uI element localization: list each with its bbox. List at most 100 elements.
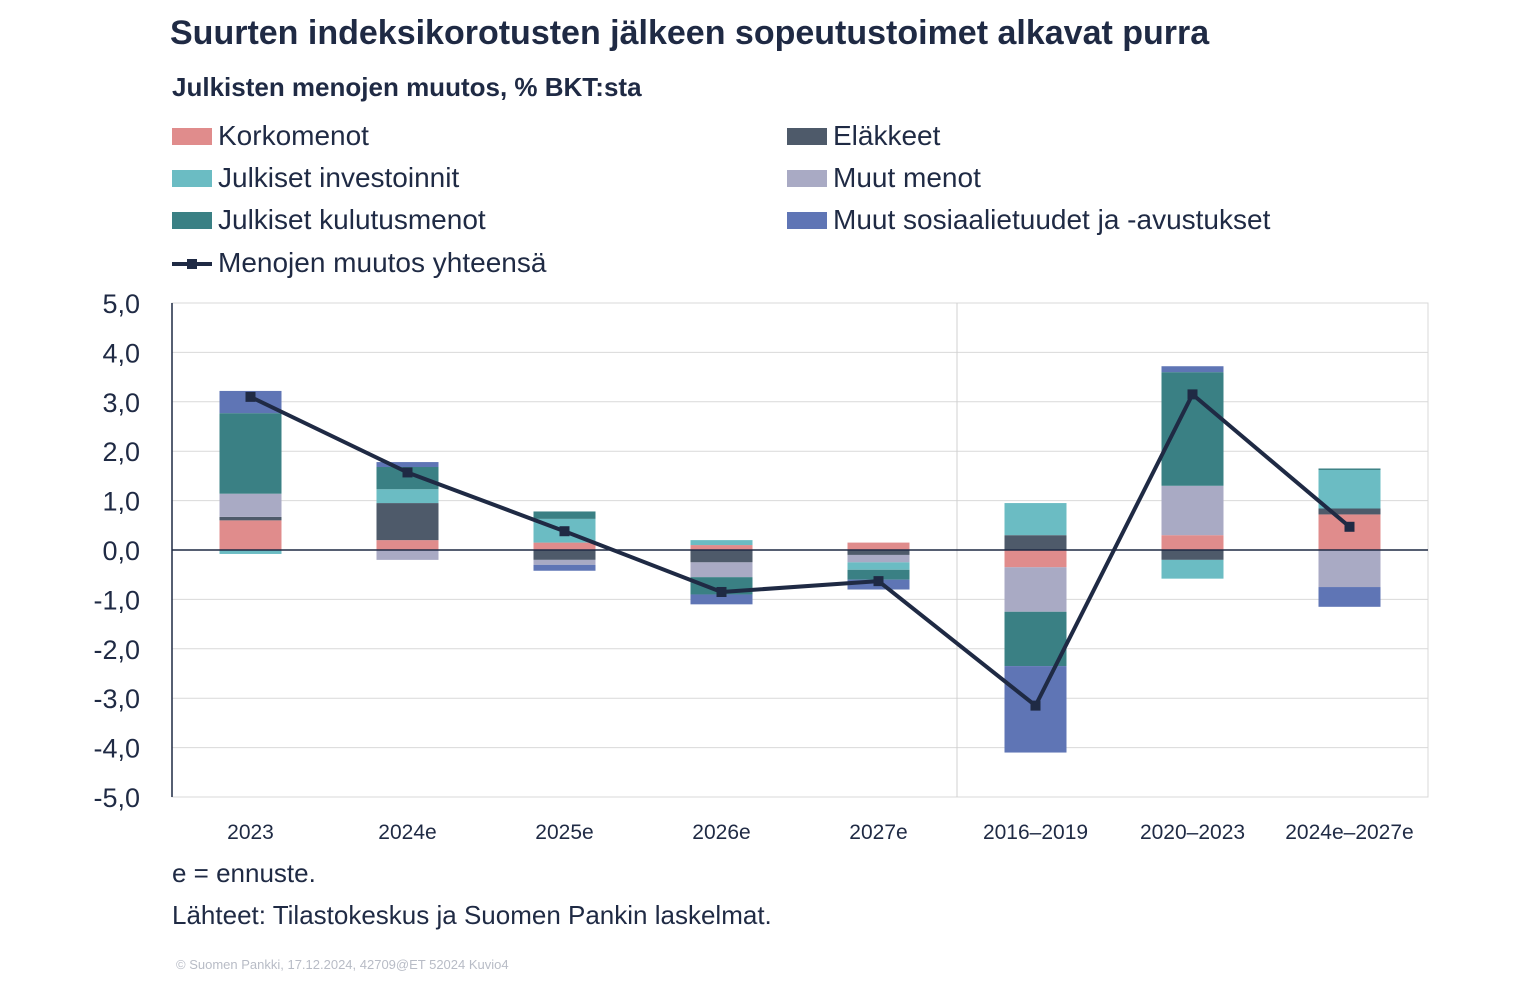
total-point-2 — [559, 526, 570, 537]
bar-1-3 — [690, 550, 753, 563]
copyright: © Suomen Pankki, 17.12.2024, 42709@ET 52… — [176, 957, 509, 972]
bar-4-4 — [847, 569, 910, 580]
x-tick-label: 2016–2019 — [983, 821, 1088, 844]
bar-5-1 — [376, 462, 439, 468]
bar-2-0 — [219, 493, 282, 517]
bar-1-6 — [1161, 550, 1224, 560]
bar-3-1 — [376, 489, 439, 504]
chart-plot: 5,0 4,0 3,0 2,0 1,0 0,0 -1,0 -2,0 -3,0 -4,0 -5,0 20… — [93, 290, 1429, 844]
total-point-6 — [1187, 389, 1198, 400]
total-point-1 — [402, 467, 413, 478]
legend-label: Julkiset investoinnit — [218, 162, 460, 193]
bar-3-7 — [1318, 469, 1381, 509]
bar-3-0 — [219, 550, 282, 554]
bar-0-6 — [1161, 535, 1224, 550]
y-tick-label: 5,0 — [102, 290, 140, 319]
total-point-5 — [1030, 700, 1041, 711]
legend-label: Menojen muutos yhteensä — [218, 247, 547, 278]
legend-item-korkomenot: Korkomenot — [172, 120, 369, 152]
bar-1-2 — [533, 550, 596, 560]
legend: Korkomenot Eläkkeet Julkiset investoinni… — [172, 120, 1422, 290]
legend-swatch-korkomenot — [172, 127, 212, 145]
legend-label: Muut sosiaalietuudet ja -avustukset — [833, 204, 1271, 235]
y-tick-label: 3,0 — [102, 388, 140, 418]
legend-swatch-muut-menot — [787, 169, 827, 187]
legend-label: Korkomenot — [218, 120, 369, 151]
legend-swatch-menojen-muutos — [172, 255, 212, 272]
legend-swatch-elakkeet — [787, 127, 827, 145]
legend-swatch-julkiset-kulutusmenot — [172, 211, 212, 229]
bar-5-0 — [219, 390, 282, 414]
legend-item-menojen-muutos: Menojen muutos yhteensä — [172, 247, 546, 279]
bar-0-0 — [219, 520, 282, 550]
total-line — [249, 392, 1351, 708]
bar-1-4 — [847, 550, 910, 555]
x-tick-label: 2026e — [692, 821, 750, 844]
legend-item-julkiset-investoinnit: Julkiset investoinnit — [172, 162, 459, 194]
bar-2-2 — [533, 559, 596, 565]
bar-1-5 — [1004, 535, 1067, 550]
bar-5-6 — [1161, 366, 1224, 373]
bar-0-2 — [533, 542, 596, 550]
x-tick-label: 2020–2023 — [1140, 821, 1245, 844]
bar-4-5 — [1004, 611, 1067, 667]
legend-item-muut-menot: Muut menot — [787, 162, 981, 194]
bar-1-0 — [219, 516, 282, 521]
y-tick-label: 1,0 — [102, 487, 140, 517]
bar-2-3 — [690, 562, 753, 578]
y-tick-label: 4,0 — [102, 338, 140, 368]
bar-4-7 — [1318, 468, 1381, 470]
total-point-0 — [245, 391, 256, 402]
bar-3-4 — [847, 562, 910, 570]
legend-label: Julkiset kulutusmenot — [218, 204, 486, 235]
x-tick-label: 2024e — [378, 821, 436, 844]
bar-4-6 — [1161, 372, 1224, 486]
bar-0-7 — [1318, 514, 1381, 550]
y-tick-label: 2,0 — [102, 437, 140, 467]
total-point-4 — [873, 576, 884, 587]
y-tick-label: -5,0 — [93, 783, 140, 813]
chart-subtitle: Julkisten menojen muutos, % BKT:sta — [172, 72, 642, 102]
bar-0-5 — [1004, 550, 1067, 568]
bar-2-7 — [1318, 550, 1381, 588]
y-tick-label: -2,0 — [93, 635, 140, 665]
bar-2-5 — [1004, 567, 1067, 612]
legend-swatch-julkiset-investoinnit — [172, 169, 212, 187]
bar-4-1 — [376, 467, 439, 490]
bar-1-1 — [376, 503, 439, 541]
footnote-source: Lähteet: Tilastokeskus ja Suomen Pankin … — [172, 900, 772, 930]
bar-4-0 — [219, 413, 282, 494]
x-tick-label: 2025e — [535, 821, 593, 844]
bar-2-1 — [376, 550, 439, 560]
x-tick-label: 2023 — [227, 821, 274, 844]
y-tick-label: -3,0 — [93, 684, 140, 714]
y-tick-label: -4,0 — [93, 734, 140, 764]
legend-item-julkiset-kulutusmenot: Julkiset kulutusmenot — [172, 204, 486, 236]
bar-3-6 — [1161, 559, 1224, 579]
bar-4-2 — [533, 511, 596, 519]
legend-item-muut-sosiaalietuudet: Muut sosiaalietuudet ja -avustukset — [787, 204, 1270, 236]
bar-0-3 — [690, 545, 753, 550]
bar-0-1 — [376, 540, 439, 550]
total-point-7 — [1344, 521, 1355, 532]
legend-swatch-muut-sosiaalietuudet — [787, 211, 827, 229]
bar-0-4 — [847, 542, 910, 550]
x-tick-label: 2027e — [849, 821, 907, 844]
legend-label: Muut menot — [833, 162, 981, 193]
legend-item-elakkeet: Eläkkeet — [787, 120, 940, 152]
bar-5-3 — [690, 594, 753, 605]
bar-2-6 — [1161, 485, 1224, 536]
legend-label: Eläkkeet — [833, 120, 941, 151]
footnote-forecast: e = ennuste. — [172, 858, 316, 888]
bar-5-2 — [533, 564, 596, 571]
chart-title: Suurten indeksikorotusten jälkeen sopeut… — [170, 14, 1210, 52]
bar-3-5 — [1004, 503, 1067, 536]
bar-3-3 — [690, 540, 753, 546]
bar-5-7 — [1318, 587, 1381, 607]
total-point-3 — [716, 586, 727, 597]
x-tick-label: 2024e–2027e — [1285, 821, 1413, 844]
y-tick-label: -1,0 — [93, 585, 140, 615]
y-tick-label: 0,0 — [102, 536, 140, 566]
bar-2-4 — [847, 554, 910, 563]
bar-1-7 — [1318, 508, 1381, 515]
